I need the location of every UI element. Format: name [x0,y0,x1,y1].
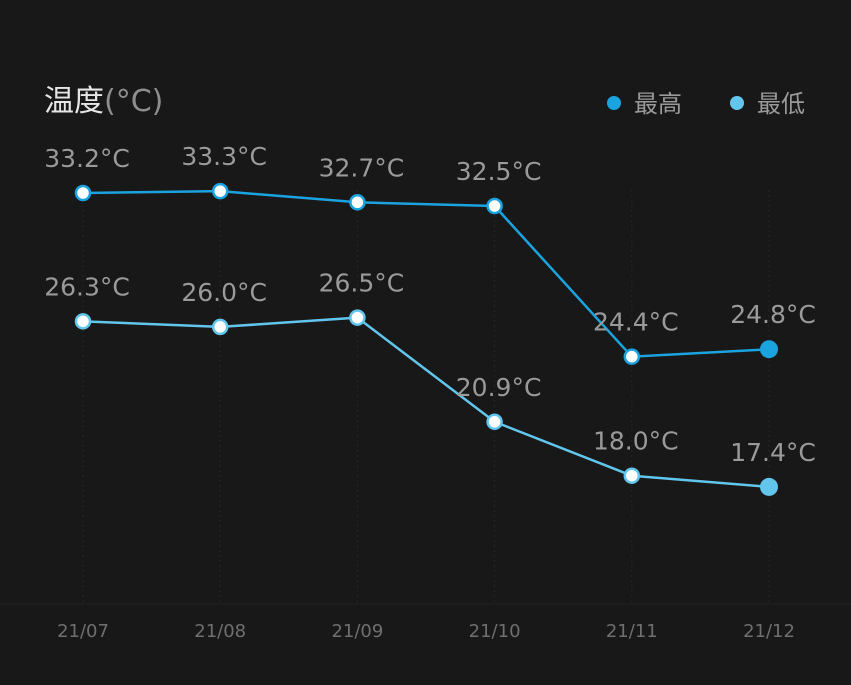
point-max [349,194,366,211]
data-label-max: 24.8°C [730,300,816,329]
point-max [623,348,641,365]
point-min [349,309,366,326]
data-label-max: 32.7°C [319,153,405,182]
point-max [486,197,503,215]
legend: 最高 最低 [607,90,805,118]
series-line-min [82,316,770,489]
x-tick-label: 21/10 [469,621,521,642]
series-line-max [82,189,770,358]
data-label-min: 17.4°C [730,438,816,467]
x-tick-label: 21/07 [57,621,109,642]
point-min [623,467,641,484]
point-min [211,318,229,336]
plot-area: 21/07 21/08 21/09 21/10 21/11 21/12 33.2°C 33.3… [0,142,851,642]
point-max [760,340,778,359]
data-label-max: 33.3°C [181,142,267,171]
legend-marker-min [730,96,744,110]
x-tick-label: 21/12 [743,621,795,642]
legend-label-min: 最低 [757,90,805,118]
chart-title-text: 温度 [44,84,104,119]
data-label-min: 26.0°C [181,278,267,307]
data-label-max: 24.4°C [593,308,679,337]
legend-marker-max [607,96,621,110]
x-tick-label: 21/08 [194,621,246,642]
legend-label-max: 最高 [634,90,682,118]
point-max [211,182,229,200]
x-tick-label: 21/11 [606,621,658,642]
point-min [486,413,503,431]
chart-title-unit: (°C) [104,84,163,119]
data-label-max: 33.2°C [44,144,130,173]
data-label-min: 26.3°C [44,272,130,301]
point-min [760,477,778,496]
data-label-min: 18.0°C [593,427,679,456]
data-label-min: 20.9°C [456,373,542,402]
chart-title: 温度(°C) [44,84,163,119]
point-max [74,184,92,202]
point-min [74,313,92,330]
x-tick-label: 21/09 [331,621,383,642]
data-label-max: 32.5°C [456,157,542,186]
data-label-min: 26.5°C [319,269,405,298]
